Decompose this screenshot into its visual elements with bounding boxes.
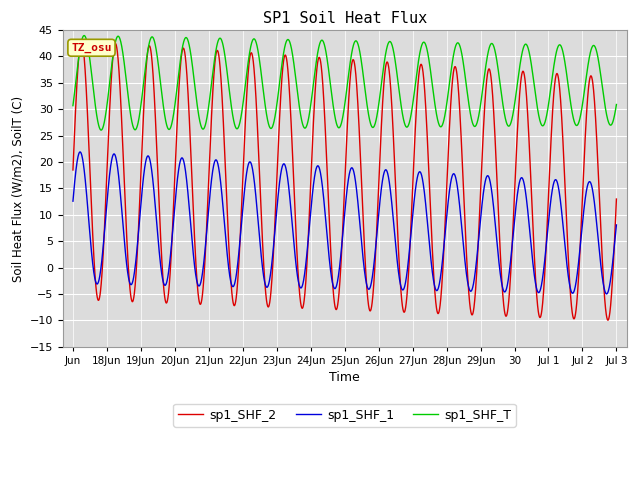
Text: TZ_osu: TZ_osu (71, 43, 112, 53)
Legend: sp1_SHF_2, sp1_SHF_1, sp1_SHF_T: sp1_SHF_2, sp1_SHF_1, sp1_SHF_T (173, 404, 516, 427)
Title: SP1 Soil Heat Flux: SP1 Soil Heat Flux (262, 11, 427, 26)
X-axis label: Time: Time (330, 372, 360, 384)
Y-axis label: Soil Heat Flux (W/m2), SoilT (C): Soil Heat Flux (W/m2), SoilT (C) (11, 96, 24, 282)
